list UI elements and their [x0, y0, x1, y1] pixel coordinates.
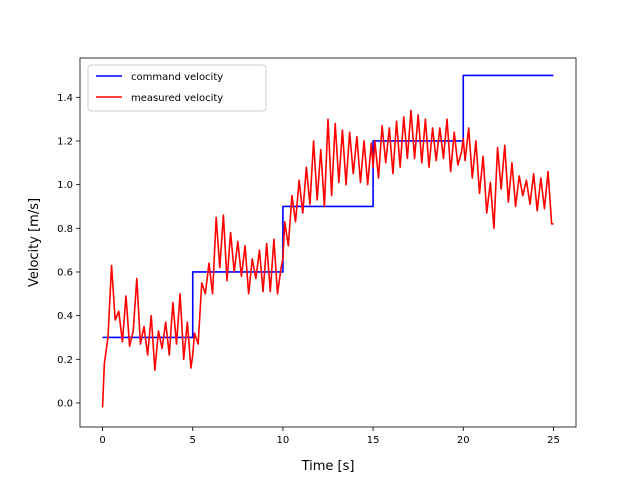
- y-tick-label: 0.6: [57, 267, 73, 278]
- axes-frame: [79, 57, 577, 428]
- x-tick-label: 20: [457, 435, 470, 446]
- x-tick-label: 10: [277, 435, 290, 446]
- x-tick-label: 15: [367, 435, 380, 446]
- x-axis-label: Time [s]: [301, 459, 355, 474]
- x-axis: 0 5 10 15 20 25: [99, 427, 560, 446]
- x-tick-label: 0: [99, 435, 105, 446]
- x-tick-label: 25: [547, 435, 560, 446]
- legend-entry: command velocity: [131, 72, 223, 83]
- plot-area: [101, 74, 554, 408]
- legend-box: [87, 64, 267, 112]
- y-tick-label: 0.4: [57, 311, 73, 322]
- y-tick-label: 0.0: [57, 398, 73, 409]
- legend-entry: measured velocity: [131, 93, 223, 104]
- y-axis: 0.0 0.2 0.4 0.6 0.8 1.0 1.2 1.4: [57, 93, 80, 409]
- y-tick-label: 1.2: [57, 136, 73, 147]
- y-tick-label: 0.8: [57, 224, 73, 235]
- y-tick-label: 1.0: [57, 180, 73, 191]
- x-tick-label: 5: [190, 435, 196, 446]
- series-line-command-velocity: [102, 74, 554, 339]
- legend: command velocity measured velocity: [87, 64, 267, 112]
- series-line-measured-velocity: [101, 109, 554, 408]
- y-axis-label: Velocity [m/s]: [27, 198, 42, 287]
- y-tick-label: 1.4: [57, 93, 73, 104]
- y-tick-label: 0.2: [57, 355, 73, 366]
